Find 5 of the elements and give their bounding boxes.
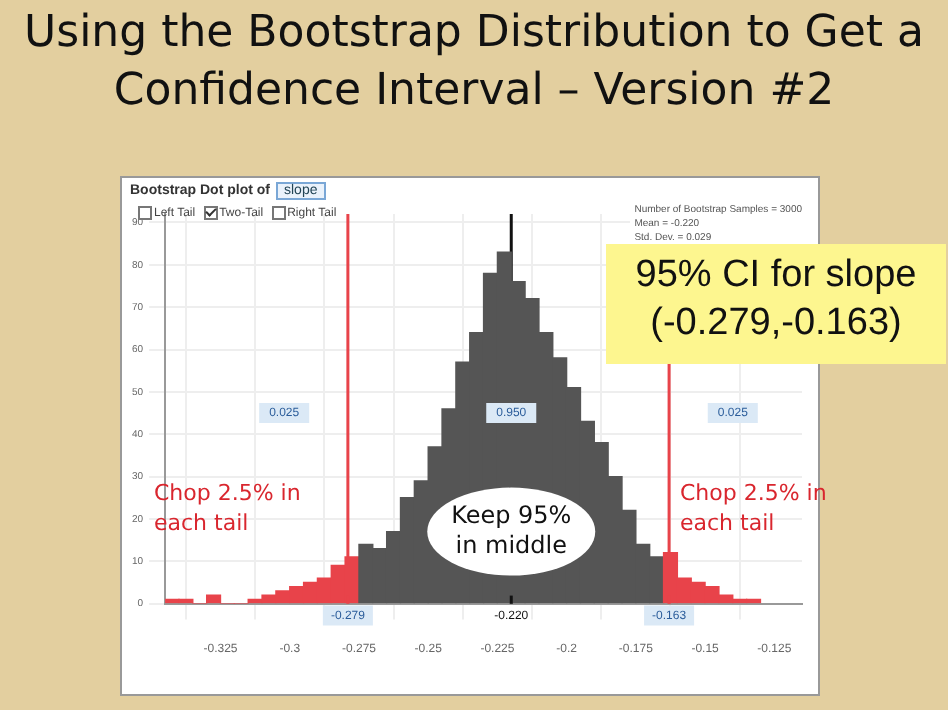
annotation: 95% CI for slope (-0.279,-0.163): [606, 244, 946, 364]
annotation: Chop 2.5% in each tail: [680, 478, 827, 538]
annotation: Keep 95% in middle: [451, 500, 572, 559]
chart-title: Using the Bootstrap Distribution to Get a Confidence Interval – Version #2: [22, 6, 926, 120]
annotation: Chop 2.5% in each tail: [154, 478, 301, 538]
